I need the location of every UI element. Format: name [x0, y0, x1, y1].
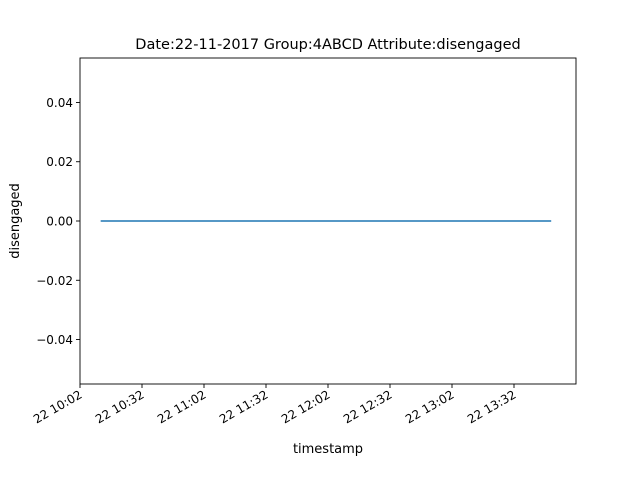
x-tick-label: 22 10:32: [93, 387, 146, 426]
x-tick-label: 22 12:32: [341, 387, 394, 426]
y-axis-label: disengaged: [8, 183, 23, 259]
x-tick-label: 22 13:32: [465, 387, 518, 426]
y-tick-label: −0.04: [36, 333, 73, 347]
y-tick-label: −0.02: [36, 274, 73, 288]
x-tick-label: 22 13:02: [403, 387, 456, 426]
chart-title: Date:22-11-2017 Group:4ABCD Attribute:di…: [135, 37, 520, 53]
x-tick-label: 22 12:02: [279, 387, 332, 426]
x-tick-label: 22 11:02: [155, 387, 208, 426]
y-tick-label: 0.02: [46, 155, 73, 169]
x-axis-label: timestamp: [293, 442, 363, 457]
y-tick-label: 0.00: [46, 215, 73, 229]
y-tick-label: 0.04: [46, 96, 73, 110]
x-tick-label: 22 11:32: [217, 387, 270, 426]
x-tick-label: 22 10:02: [31, 387, 84, 426]
